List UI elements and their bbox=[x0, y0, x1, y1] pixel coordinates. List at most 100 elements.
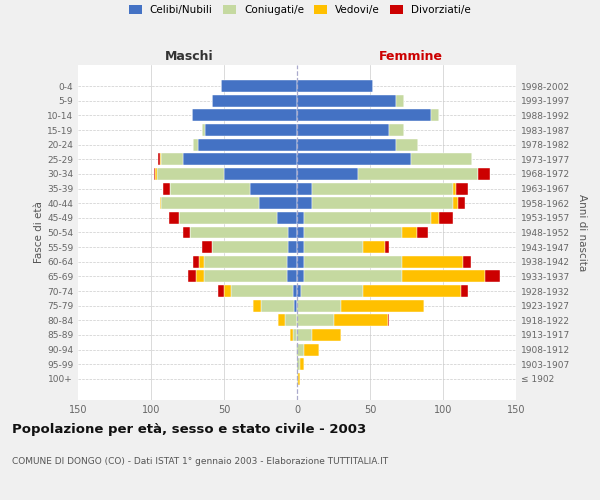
Bar bbox=[160, 154, 161, 166]
Bar bbox=[363, 241, 385, 253]
Bar bbox=[298, 373, 300, 385]
Bar bbox=[385, 241, 389, 253]
Bar bbox=[297, 80, 373, 92]
Bar bbox=[297, 314, 334, 326]
Bar bbox=[293, 329, 297, 341]
Bar bbox=[224, 285, 232, 297]
Bar bbox=[297, 154, 411, 166]
Bar bbox=[193, 256, 199, 268]
Bar bbox=[297, 373, 298, 385]
Bar bbox=[259, 197, 297, 209]
Bar bbox=[288, 226, 297, 238]
Bar bbox=[296, 344, 297, 355]
Bar bbox=[297, 197, 311, 209]
Bar bbox=[402, 270, 485, 282]
Y-axis label: Fasce di età: Fasce di età bbox=[34, 202, 44, 264]
Bar bbox=[458, 197, 465, 209]
Bar bbox=[286, 314, 297, 326]
Bar bbox=[188, 270, 196, 282]
Bar bbox=[396, 95, 404, 107]
Bar bbox=[297, 182, 311, 194]
Bar bbox=[297, 212, 304, 224]
Bar bbox=[155, 168, 157, 180]
Bar bbox=[304, 344, 319, 355]
Bar bbox=[304, 270, 402, 282]
Bar bbox=[341, 300, 424, 312]
Bar bbox=[202, 241, 212, 253]
Bar bbox=[221, 80, 297, 92]
Text: Femmine: Femmine bbox=[379, 50, 443, 62]
Bar bbox=[158, 154, 160, 166]
Bar bbox=[199, 256, 203, 268]
Bar bbox=[300, 358, 304, 370]
Bar bbox=[304, 241, 363, 253]
Bar bbox=[358, 168, 478, 180]
Bar bbox=[297, 329, 311, 341]
Legend: Celibi/Nubili, Coniugati/e, Vedovi/e, Divorziati/e: Celibi/Nubili, Coniugati/e, Vedovi/e, Di… bbox=[129, 5, 471, 15]
Bar bbox=[297, 168, 358, 180]
Bar bbox=[260, 300, 294, 312]
Y-axis label: Anni di nascita: Anni di nascita bbox=[577, 194, 587, 271]
Text: Popolazione per età, sesso e stato civile - 2003: Popolazione per età, sesso e stato civil… bbox=[12, 422, 366, 436]
Bar bbox=[253, 300, 260, 312]
Bar bbox=[250, 182, 297, 194]
Bar bbox=[297, 110, 431, 122]
Bar bbox=[311, 329, 341, 341]
Bar bbox=[304, 226, 402, 238]
Bar bbox=[311, 182, 453, 194]
Bar bbox=[157, 168, 224, 180]
Bar bbox=[183, 154, 297, 166]
Bar bbox=[198, 138, 297, 150]
Bar bbox=[293, 285, 297, 297]
Bar bbox=[439, 212, 453, 224]
Bar bbox=[456, 182, 468, 194]
Bar bbox=[212, 95, 297, 107]
Bar bbox=[297, 138, 396, 150]
Bar bbox=[304, 212, 431, 224]
Bar bbox=[297, 300, 341, 312]
Bar bbox=[278, 314, 286, 326]
Bar bbox=[388, 314, 389, 326]
Bar bbox=[287, 270, 297, 282]
Bar bbox=[288, 241, 297, 253]
Bar bbox=[190, 226, 288, 238]
Text: COMUNE DI DONGO (CO) - Dati ISTAT 1° gennaio 2003 - Elaborazione TUTTITALIA.IT: COMUNE DI DONGO (CO) - Dati ISTAT 1° gen… bbox=[12, 458, 388, 466]
Bar bbox=[396, 138, 418, 150]
Bar bbox=[163, 182, 170, 194]
Bar bbox=[363, 285, 461, 297]
Bar bbox=[485, 270, 500, 282]
Bar bbox=[232, 285, 293, 297]
Bar bbox=[431, 212, 439, 224]
Bar bbox=[218, 285, 224, 297]
Bar bbox=[453, 197, 458, 209]
Bar bbox=[297, 124, 389, 136]
Bar bbox=[297, 241, 304, 253]
Bar bbox=[334, 314, 388, 326]
Bar bbox=[463, 256, 471, 268]
Bar bbox=[196, 270, 203, 282]
Bar bbox=[170, 182, 250, 194]
Text: Maschi: Maschi bbox=[164, 50, 214, 62]
Bar bbox=[301, 285, 363, 297]
Bar bbox=[297, 95, 396, 107]
Bar bbox=[311, 197, 453, 209]
Bar bbox=[389, 124, 404, 136]
Bar bbox=[297, 285, 301, 297]
Bar bbox=[224, 168, 297, 180]
Bar bbox=[431, 110, 439, 122]
Bar bbox=[169, 212, 179, 224]
Bar bbox=[297, 256, 304, 268]
Bar bbox=[212, 241, 288, 253]
Bar bbox=[154, 168, 155, 180]
Bar bbox=[417, 226, 428, 238]
Bar bbox=[453, 182, 456, 194]
Bar bbox=[193, 138, 198, 150]
Bar bbox=[202, 124, 205, 136]
Bar bbox=[192, 110, 297, 122]
Bar bbox=[287, 256, 297, 268]
Bar bbox=[294, 300, 297, 312]
Bar bbox=[161, 154, 183, 166]
Bar bbox=[161, 197, 259, 209]
Bar bbox=[411, 154, 472, 166]
Bar bbox=[402, 256, 463, 268]
